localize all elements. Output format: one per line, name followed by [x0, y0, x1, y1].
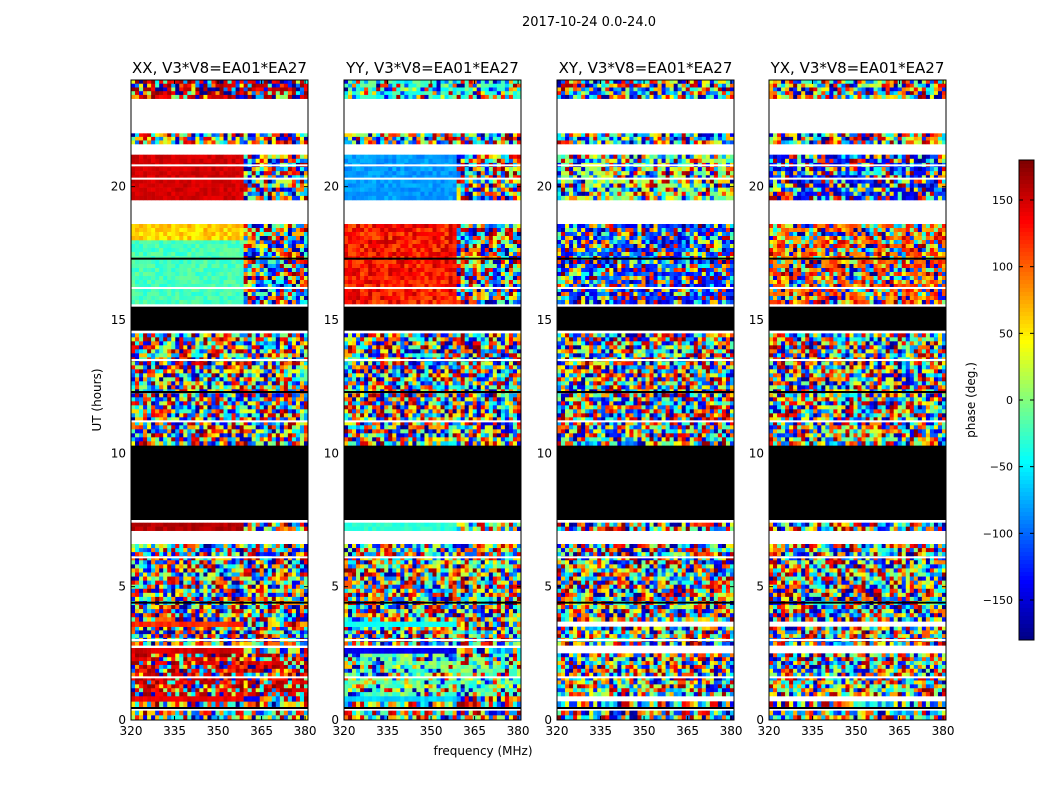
panel-xy-title: XY, V3*V8=EA01*EA27: [559, 59, 733, 77]
x-tick-label: 365: [463, 724, 486, 738]
x-tick-label: 380: [932, 724, 955, 738]
x-tick-label: 350: [845, 724, 868, 738]
colorbar-gradient: [1018, 159, 1035, 641]
panel-yx-heatmap: [769, 80, 947, 721]
y-tick-label: 20: [324, 180, 339, 194]
x-tick-label: 380: [720, 724, 743, 738]
figure-title: 2017-10-24 0.0-24.0: [522, 15, 656, 30]
x-tick-label: 320: [333, 724, 356, 738]
panel-xx-title: XX, V3*V8=EA01*EA27: [132, 59, 307, 77]
y-tick-label: 10: [324, 446, 339, 460]
panel-yy: YY, V3*V8=EA01*EA27 320 335 350 365 380 0 5 10 1…: [324, 59, 530, 738]
colorbar-tick-label: −150: [983, 594, 1013, 607]
x-tick-label: 365: [676, 724, 699, 738]
y-tick-label: 0: [544, 713, 552, 727]
y-tick-label: 15: [111, 313, 126, 327]
panel-yy-heatmap: [344, 80, 522, 721]
y-tick-label: 20: [111, 180, 126, 194]
y-tick-label: 5: [544, 580, 552, 594]
y-tick-label: 10: [111, 446, 126, 460]
y-tick-label: 15: [324, 313, 339, 327]
colorbar-ticks: −150 −100 −50 0 50 100 150: [983, 194, 1034, 607]
panel-xx-heatmap: [131, 80, 309, 721]
colorbar: −150 −100 −50 0 50 100 150: [983, 159, 1035, 641]
x-axis-label: frequency (MHz): [433, 744, 532, 758]
x-tick-label: 380: [294, 724, 317, 738]
colorbar-tick-label: 150: [992, 194, 1013, 207]
x-tick-label: 320: [546, 724, 569, 738]
panel-xy: XY, V3*V8=EA01*EA27 320 335 350 365 380 0 5 10 1…: [537, 59, 743, 738]
x-tick-label: 365: [888, 724, 911, 738]
y-tick-label: 10: [749, 446, 764, 460]
x-tick-label: 335: [376, 724, 399, 738]
y-tick-label: 0: [118, 713, 126, 727]
colorbar-label: phase (deg.): [964, 362, 978, 438]
x-tick-label: 320: [120, 724, 143, 738]
y-tick-label: 20: [749, 180, 764, 194]
colorbar-tick-label: 100: [992, 261, 1013, 274]
y-tick-label: 5: [331, 580, 339, 594]
x-tick-label: 335: [163, 724, 186, 738]
x-tick-label: 335: [589, 724, 612, 738]
panel-xx: XX, V3*V8=EA01*EA27 320 335 350 365 380 0 5 10 1…: [111, 59, 317, 738]
colorbar-tick-label: 50: [999, 327, 1013, 340]
x-tick-label: 350: [207, 724, 230, 738]
x-tick-label: 365: [250, 724, 273, 738]
colorbar-tick-label: −50: [990, 461, 1013, 474]
x-tick-label: 335: [801, 724, 824, 738]
panel-xy-heatmap: [557, 80, 735, 721]
x-tick-label: 380: [507, 724, 530, 738]
x-tick-label: 320: [758, 724, 781, 738]
panel-yy-title: YY, V3*V8=EA01*EA27: [345, 59, 519, 77]
y-tick-label: 0: [756, 713, 764, 727]
x-tick-label: 350: [633, 724, 656, 738]
y-tick-label: 15: [749, 313, 764, 327]
y-tick-label: 5: [118, 580, 126, 594]
x-tick-label: 350: [420, 724, 443, 738]
panel-yx-title: YX, V3*V8=EA01*EA27: [770, 59, 945, 77]
panel-yx: YX, V3*V8=EA01*EA27 320 335 350 365 380 0 5 10 1…: [749, 59, 955, 738]
y-tick-label: 15: [537, 313, 552, 327]
y-tick-label: 20: [537, 180, 552, 194]
colorbar-tick-label: 0: [1006, 394, 1013, 407]
y-tick-label: 10: [537, 446, 552, 460]
y-tick-label: 5: [756, 580, 764, 594]
colorbar-tick-label: −100: [983, 527, 1013, 540]
y-tick-label: 0: [331, 713, 339, 727]
y-axis-label: UT (hours): [90, 368, 104, 431]
